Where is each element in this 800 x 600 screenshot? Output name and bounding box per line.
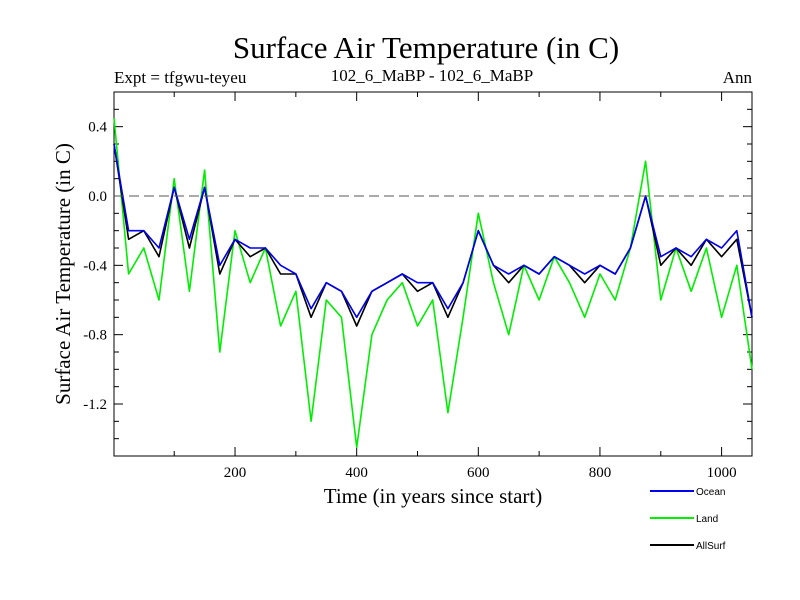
legend: Ocean Land AllSurf [650,487,726,552]
chart-subtitle-left: Expt = tfgwu-teyeu [114,68,247,87]
y-tick-label: -0.8 [83,328,107,344]
chart-title: Surface Air Temperature (in C) [233,30,619,65]
x-tick-label: 1000 [707,465,737,481]
y-tick-label: -1.2 [83,397,107,413]
x-tick-label: 400 [345,465,368,481]
legend-label-land: Land [696,514,718,525]
plot-area-frame [113,91,753,457]
x-tick-label: 600 [467,465,490,481]
chart-subtitle-right: Ann [723,68,753,87]
series-line-land [113,117,753,449]
legend-label-allsurf: AllSurf [696,541,726,552]
y-tick-label: 0.4 [88,120,107,136]
axis-ticks: 200 400 600 800 1000 0.4 0.0 -0.4 -0.8 -1.2 [83,92,752,481]
chart-subtitle-center: 102_6_MaBP - 102_6_MaBP [331,66,533,85]
legend-label-ocean: Ocean [696,487,725,498]
x-tick-label: 200 [224,465,247,481]
series-lines [113,117,753,449]
x-axis-label: Time (in years since start) [324,484,543,508]
y-axis-label: Surface Air Temperature (in C) [51,143,75,405]
x-tick-label: 800 [589,465,612,481]
y-tick-label: 0.0 [88,189,107,205]
y-tick-label: -0.4 [83,258,107,274]
